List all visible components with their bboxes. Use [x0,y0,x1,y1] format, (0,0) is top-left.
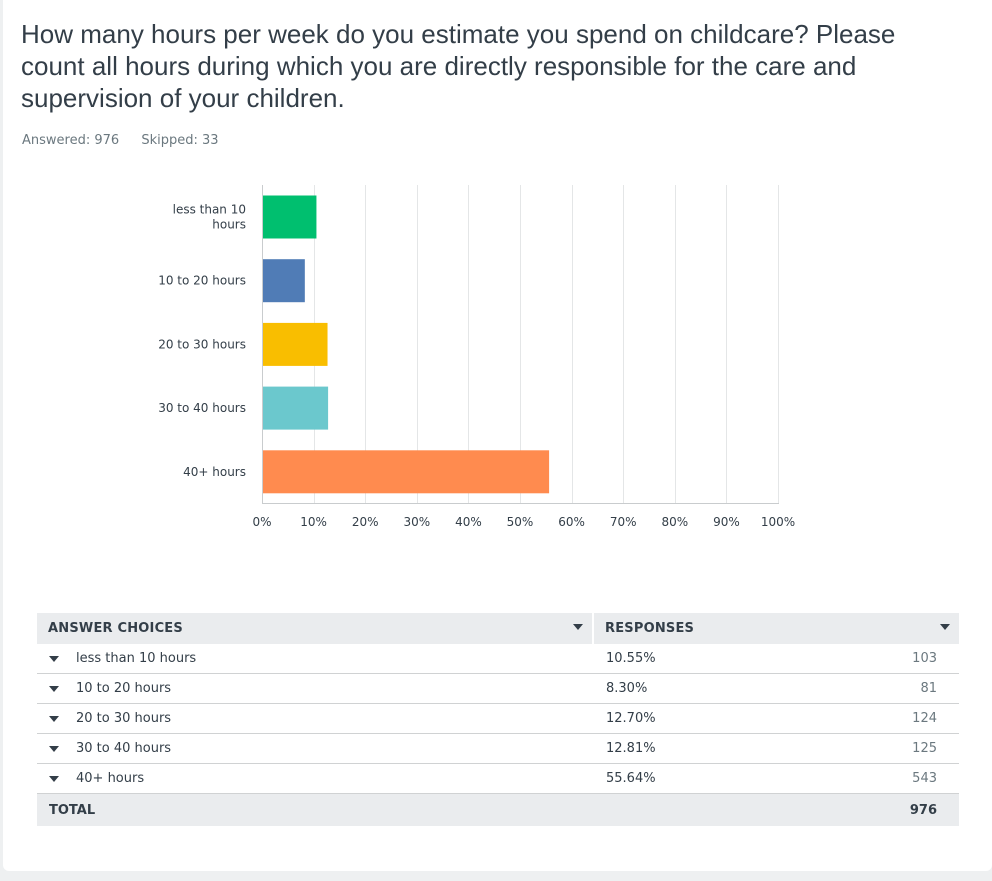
total-row: TOTAL 976 [37,794,959,826]
answer-choice-cell: 30 to 40 hours [37,741,594,756]
x-tick-label: 20% [352,515,379,529]
x-tick-label: 40% [455,515,482,529]
x-tick-label: 100% [761,515,795,529]
expand-caret-icon[interactable] [49,745,59,752]
answer-choice-label: 40+ hours [76,771,145,786]
expand-caret-icon[interactable] [49,685,59,692]
bar-chart: 0% 10% 20% 30% 40% 50% 60% 70% 80% 90% 100% less th… [158,185,795,529]
response-count: 103 [912,651,937,666]
bar[interactable] [263,195,317,239]
response-count: 124 [912,711,937,726]
response-count: 81 [920,681,937,696]
responses-header-label: RESPONSES [605,621,695,636]
responses-header[interactable]: RESPONSES [594,613,959,644]
bar[interactable] [263,450,550,494]
category-label: 40+ hours [183,465,246,479]
answer-choice-label: less than 10 hours [76,651,197,666]
response-percent: 12.70% [606,711,656,726]
response-percent: 10.55% [606,651,656,666]
response-percent: 8.30% [606,681,648,696]
question-card [3,0,992,871]
x-tick-label: 10% [300,515,327,529]
sort-caret-icon[interactable] [573,624,583,630]
category-label: hours [212,218,246,232]
table-header: ANSWER CHOICES RESPONSES [37,613,959,644]
bar[interactable] [263,386,329,430]
total-value: 976 [909,802,937,818]
x-tick-label: 70% [610,515,637,529]
x-tick-label: 30% [403,515,430,529]
answer-choice-label: 10 to 20 hours [76,681,172,696]
expand-caret-icon[interactable] [49,655,59,662]
skipped-count: Skipped: 33 [141,133,219,148]
bar[interactable] [263,322,328,366]
response-count: 543 [912,771,937,786]
answer-choices-header-label: ANSWER CHOICES [48,621,183,636]
category-label: 30 to 40 hours [158,401,246,415]
category-label: less than 10 [173,203,246,217]
table-row: 40+ hours 55.64% 543 [37,764,959,794]
answer-choice-cell: less than 10 hours [37,651,594,666]
x-tick-label: 80% [661,515,688,529]
category-label: 20 to 30 hours [158,337,246,351]
answer-choice-cell: 40+ hours [37,771,594,786]
responses-table: ANSWER CHOICES RESPONSES less than 10 ho… [37,613,959,826]
answer-choice-cell: 20 to 30 hours [37,711,594,726]
table-row: 10 to 20 hours 8.30% 81 [37,674,959,704]
expand-caret-icon[interactable] [49,715,59,722]
x-tick-label: 60% [558,515,585,529]
answered-count: Answered: 976 [22,133,120,148]
question-title: How many hours per week do you estimate … [21,19,896,113]
bar[interactable] [263,259,305,303]
response-percent: 55.64% [606,771,656,786]
table-row: less than 10 hours 10.55% 103 [37,644,959,674]
answer-choice-cell: 10 to 20 hours [37,681,594,696]
response-percent: 12.81% [606,741,656,756]
response-stats: Answered: 976 Skipped: 33 [22,133,237,148]
table-row: 20 to 30 hours 12.70% 124 [37,704,959,734]
x-tick-label: 0% [252,515,271,529]
response-count: 125 [912,741,937,756]
answer-choice-label: 20 to 30 hours [76,711,172,726]
total-label: TOTAL [49,802,96,818]
category-label: 10 to 20 hours [158,274,246,288]
answer-choices-header[interactable]: ANSWER CHOICES [37,613,594,644]
sort-caret-icon[interactable] [940,624,950,630]
x-tick-label: 50% [507,515,534,529]
answer-choice-label: 30 to 40 hours [76,741,172,756]
table-row: 30 to 40 hours 12.81% 125 [37,734,959,764]
x-tick-label: 90% [713,515,740,529]
expand-caret-icon[interactable] [49,775,59,782]
